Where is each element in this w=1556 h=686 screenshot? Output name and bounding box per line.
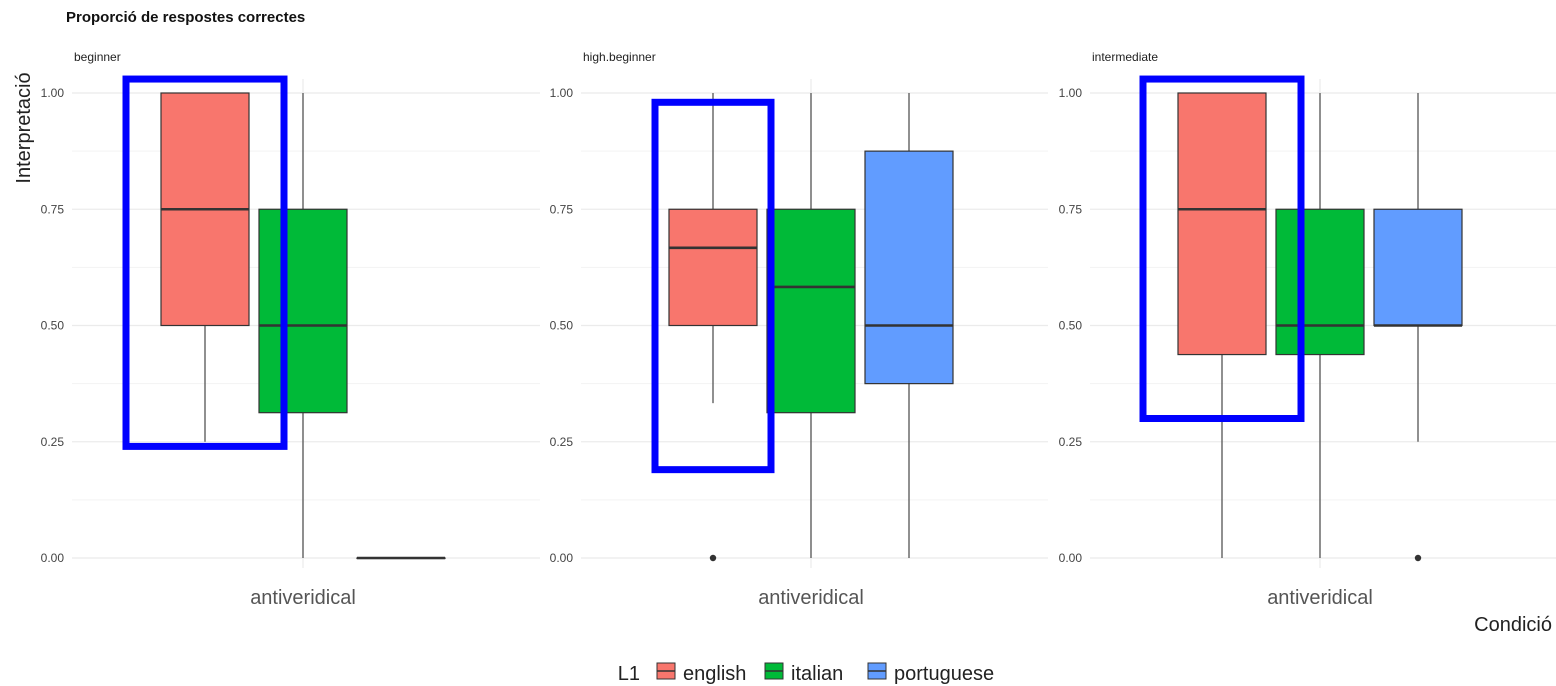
x-tick-label: antiveridical: [250, 587, 356, 609]
facet-label-intermediate: intermediate: [1092, 50, 1158, 64]
y-tick-label: 0.75: [41, 202, 65, 216]
chart-title: Proporció de respostes correctes: [66, 9, 305, 26]
y-tick-label: 0.50: [41, 319, 65, 333]
facet-label-beginner: beginner: [74, 50, 121, 64]
legend-label-italian: italian: [791, 663, 843, 685]
highlight-box: [122, 75, 288, 450]
box-english: [1177, 92, 1267, 356]
boxplot-portuguese: [356, 556, 446, 560]
y-tick-label: 1.00: [550, 86, 574, 100]
legend-title: L1: [618, 663, 640, 685]
outlier-point: [1414, 554, 1422, 562]
facet-label-high.beginner: high.beginner: [583, 50, 656, 64]
box-portuguese: [1373, 208, 1463, 327]
legend-item-portuguese: portuguese: [867, 662, 994, 685]
y-tick-label: 0.50: [1059, 319, 1083, 333]
facet-panel-beginner: beginner 0.00 0.25 0.50 0.75 1.00 antiveridica…: [41, 50, 540, 609]
box-english: [668, 208, 758, 327]
highlight-box: [1139, 75, 1305, 423]
boxplot-portuguese: [864, 93, 954, 558]
boxplot-italian: [1275, 93, 1365, 558]
y-tick-label: 0.75: [550, 202, 574, 216]
outlier-point: [709, 554, 717, 562]
legend-label-english: english: [683, 663, 746, 685]
boxplot-english: [668, 93, 758, 562]
y-tick-label: 0.00: [1059, 551, 1083, 565]
y-tick-label: 1.00: [1059, 86, 1083, 100]
y-tick-label: 0.00: [41, 551, 65, 565]
legend-label-portuguese: portuguese: [894, 663, 994, 685]
facet-panels: beginner 0.00 0.25 0.50 0.75 1.00 antiveridica…: [41, 50, 1556, 609]
boxplot-english: [1177, 92, 1267, 558]
box-italian: [258, 208, 348, 414]
boxplot-english: [160, 92, 250, 442]
legend: L1 english italian portuguese: [618, 662, 994, 685]
boxplot-italian: [258, 93, 348, 558]
facet-panel-intermediate: intermediate 0.00 0.25 0.50 0.75 1.00 antiveri…: [1059, 50, 1556, 609]
legend-item-italian: italian: [764, 662, 843, 685]
y-tick-label: 0.25: [550, 435, 574, 449]
y-axis-title: Interpretació: [13, 72, 35, 183]
legend-item-english: english: [656, 662, 746, 685]
facet-panel-high.beginner: high.beginner 0.00 0.25 0.50 0.75 1.00 antiver…: [550, 50, 1048, 609]
y-tick-label: 0.25: [41, 435, 65, 449]
x-tick-label: antiveridical: [1267, 587, 1373, 609]
box-portuguese: [864, 150, 954, 385]
y-tick-label: 0.75: [1059, 202, 1083, 216]
box-italian: [1275, 208, 1365, 356]
x-axis-title: Condició: [1474, 614, 1552, 636]
highlight-box: [651, 98, 775, 474]
y-tick-label: 1.00: [41, 86, 65, 100]
y-tick-label: 0.50: [550, 319, 574, 333]
y-tick-label: 0.00: [550, 551, 574, 565]
boxplot-italian: [766, 93, 856, 558]
box-italian: [766, 208, 856, 414]
y-tick-label: 0.25: [1059, 435, 1083, 449]
boxplot-portuguese: [1373, 93, 1463, 562]
x-tick-label: antiveridical: [758, 587, 864, 609]
